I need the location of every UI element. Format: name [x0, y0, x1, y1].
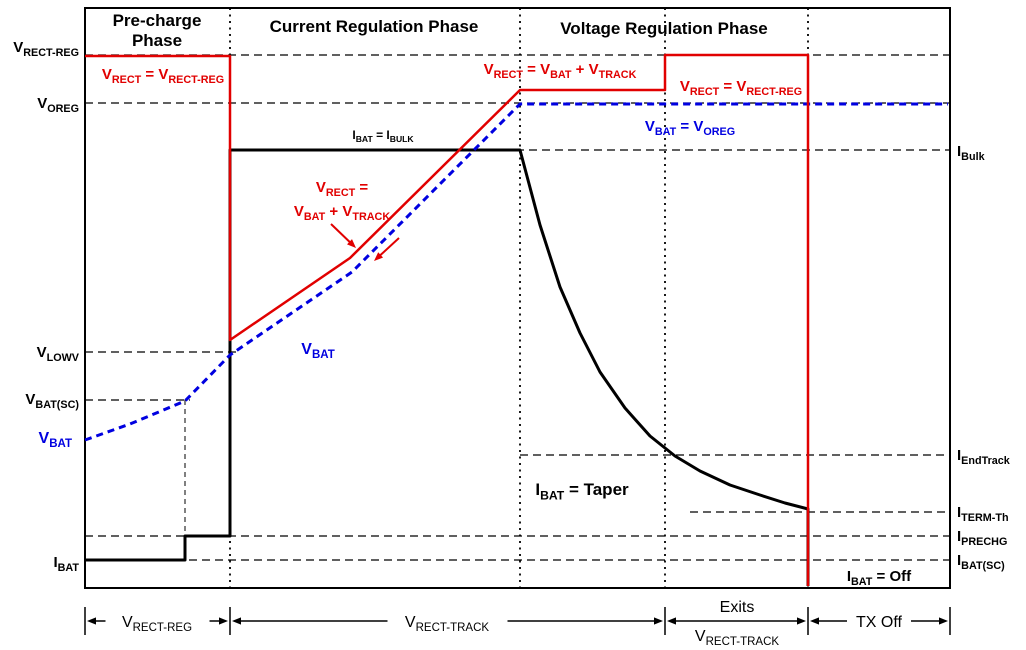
ylabel-v-bat-sc: VBAT(SC) — [25, 391, 79, 411]
ann-vrect-eq-vbat-vtrack-mid: VRECT = — [316, 179, 369, 199]
phase-title-precharge: Phase — [132, 31, 182, 50]
arrowhead — [667, 617, 676, 625]
arrowhead — [810, 617, 819, 625]
v-rect-curve — [85, 53, 810, 586]
ylabel-v-rect-reg: VRECT-REG — [13, 39, 79, 59]
ylabel-i-bat-sc: IBAT(SC) — [957, 552, 1005, 572]
arrowhead — [797, 617, 806, 625]
ylabel-i-endtrack: IEndTrack — [957, 447, 1011, 467]
ylabel-i-term-th: ITERM-Th — [957, 504, 1009, 524]
ann-vrect-eq-vbat-vtrack-mid: VBAT + VTRACK — [294, 203, 391, 223]
ann-vrect-eq-vrectreg-left: VRECT = VRECT-REG — [102, 66, 224, 86]
i-bat-curve — [85, 148, 810, 586]
phase-title-precharge: Pre-charge — [113, 11, 202, 30]
phase-title-voltage-regulation: Voltage Regulation Phase — [560, 19, 768, 38]
xlabel-exits: Exits — [720, 599, 755, 616]
ylabel-i-bat: IBAT — [53, 554, 79, 574]
ylabel-v-oreg: VOREG — [37, 95, 79, 115]
plot-border — [84, 7, 951, 589]
xlabel-v-rect-track: VRECT-TRACK — [405, 614, 489, 634]
arrowhead — [654, 617, 663, 625]
arrow-line — [377, 237, 400, 258]
arrow-line — [330, 223, 353, 245]
ann-vbat-eq-voreg: VBAT = VOREG — [645, 118, 735, 138]
xlabel-tx-off: TX Off — [856, 614, 902, 631]
ylabel-v-bat: VBAT — [39, 430, 72, 450]
ann-ibat-eq-taper: IBAT = Taper — [535, 480, 629, 502]
arrowhead — [347, 239, 356, 248]
ann-vbat-curve-label: VBAT — [301, 341, 334, 361]
ylabel-i-prechg: IPRECHG — [957, 528, 1007, 548]
ann-ibat-eq-ibulk: IBAT = IBULK — [352, 128, 414, 144]
arrowhead — [232, 617, 241, 625]
arrowhead — [939, 617, 948, 625]
xlabel-v-rect-reg: VRECT-REG — [122, 614, 192, 634]
xlabel-exits-v-rect-track: VRECT-TRACK — [695, 628, 779, 648]
phase-title-current-regulation: Current Regulation Phase — [270, 17, 479, 36]
arrowhead — [219, 617, 228, 625]
ann-ibat-eq-off: IBAT = Off — [847, 568, 912, 588]
arrowhead — [374, 252, 384, 261]
ylabel-v-lowv: VLOWV — [37, 344, 80, 364]
arrowhead — [87, 617, 96, 625]
v-bat-curve — [84, 102, 948, 442]
ann-vrect-eq-vrectreg-right: VRECT = VRECT-REG — [680, 78, 802, 98]
ylabel-i-bulk: IBulk — [957, 143, 986, 163]
ann-vrect-eq-vbat-vtrack-top: VRECT = VBAT + VTRACK — [484, 61, 637, 81]
